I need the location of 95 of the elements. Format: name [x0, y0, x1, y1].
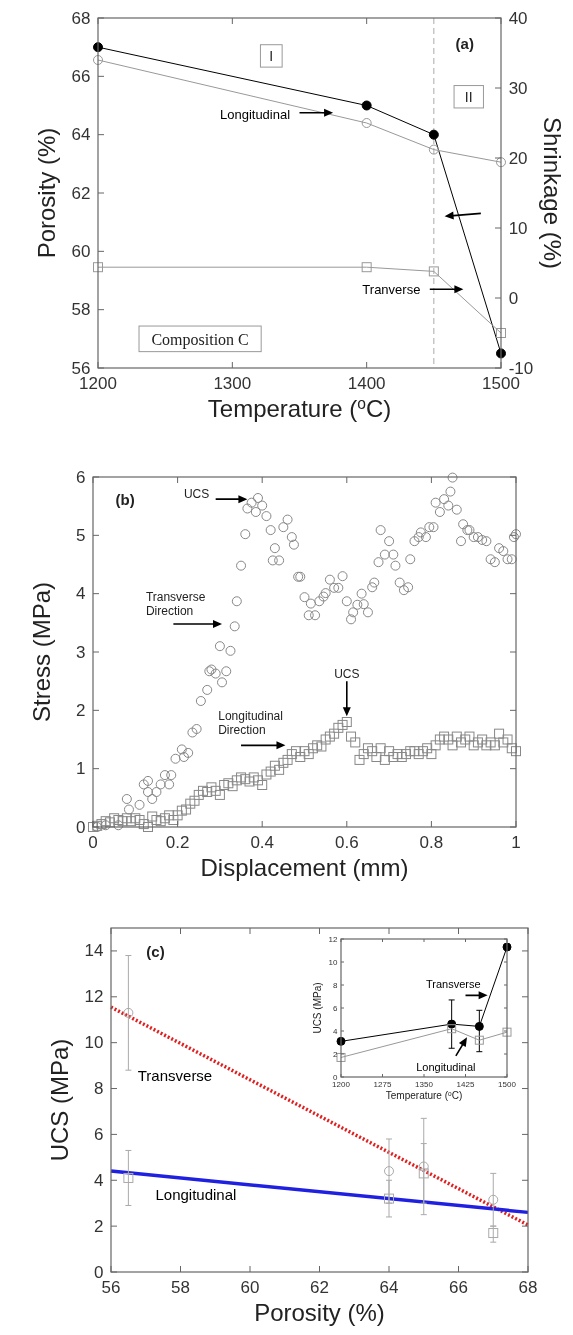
point: [123, 1007, 134, 1018]
point: [336, 1052, 346, 1062]
y-tick-label: 58: [71, 300, 91, 320]
y-tick-label: 14: [84, 941, 104, 961]
x-axis-title: Porosity (%): [254, 1298, 385, 1326]
annotation: UCS: [183, 486, 210, 501]
y-tick-label: 6: [75, 467, 86, 487]
annotation: II: [464, 88, 473, 105]
x-tick-label: 58: [171, 1278, 190, 1298]
y-tick-label: 2: [332, 1049, 338, 1059]
point: [418, 1168, 429, 1179]
y2-tick-label: 10: [508, 218, 528, 238]
y-tick-label: 66: [71, 66, 91, 86]
x-tick-label: 0.2: [165, 833, 190, 853]
point: [488, 1194, 499, 1205]
annotation: Longitudinal Direction: [218, 709, 283, 737]
y-tick-label: 8: [93, 1079, 104, 1099]
x-tick-label: 1300: [213, 374, 252, 394]
series-label: Longitudinal: [416, 1060, 476, 1073]
y-tick-label: 2: [93, 1216, 104, 1236]
series-label: Transverse: [137, 1067, 213, 1085]
point: [502, 1027, 512, 1037]
annotation: Composition C: [151, 330, 249, 349]
y-tick-label: 0: [93, 1262, 104, 1282]
x-tick-label: 1350: [415, 1080, 434, 1089]
y-tick-label: 4: [93, 1170, 104, 1190]
point: [496, 157, 506, 168]
x-tick-label: 68: [518, 1278, 538, 1298]
series-label: Longitudinal: [219, 106, 291, 122]
x-tick-label: 60: [240, 1278, 260, 1298]
x-tick-label: 1500: [498, 1080, 517, 1089]
x-tick-label: 1275: [373, 1080, 392, 1089]
point: [418, 1161, 429, 1172]
x-tick-label: 64: [379, 1278, 399, 1298]
y-axis-title: UCS (MPa): [311, 982, 323, 1034]
point: [361, 100, 372, 111]
annotation: (a): [455, 34, 474, 52]
annotation: Transverse Direction: [145, 590, 206, 618]
y-tick-label: 3: [75, 642, 86, 662]
y-axis-title: UCS (MPa): [45, 1038, 73, 1162]
point: [428, 144, 439, 155]
x-tick-label: 0.6: [334, 833, 359, 853]
y2-tick-label: 40: [508, 8, 528, 28]
annotation: UCS: [334, 667, 360, 682]
y-axis-title: Porosity (%): [32, 127, 60, 259]
point: [361, 262, 372, 273]
point: [474, 1035, 484, 1045]
y-tick-label: 64: [71, 125, 91, 145]
x-tick-label: 1425: [456, 1080, 475, 1089]
x-tick-label: 0.4: [250, 833, 275, 853]
x-axis-title: Temperature ($^{o}$C): [207, 394, 392, 422]
y-tick-label: 68: [71, 8, 91, 28]
y-tick-label: 6: [332, 1003, 338, 1013]
y-tick-label: 12: [328, 934, 338, 944]
y-tick-label: 1: [75, 759, 86, 779]
point: [93, 55, 103, 65]
y-tick-label: 10: [328, 957, 338, 967]
y2-tick-label: 30: [508, 78, 528, 98]
y-tick-label: 12: [84, 987, 104, 1007]
y-tick-label: 10: [84, 1033, 104, 1053]
y2-tick-label: 0: [508, 288, 519, 308]
point: [361, 118, 372, 128]
point: [123, 1172, 134, 1183]
series-label: Tranverse: [362, 281, 421, 297]
x-tick-label: 66: [449, 1278, 468, 1298]
y-tick-label: 0: [332, 1072, 338, 1082]
point: [474, 1021, 484, 1031]
y-tick-label: 0: [75, 817, 86, 837]
y-tick-label: 6: [93, 1124, 104, 1144]
annotation: I: [269, 47, 274, 64]
annotation: (b): [115, 490, 135, 508]
annotation: (c): [146, 942, 165, 960]
point: [447, 1024, 457, 1034]
x-axis-title: Displacement (mm): [200, 853, 409, 881]
y2-axis-title: Shrinkage (%): [539, 116, 567, 270]
y-axis-title: Stress (MPa): [27, 581, 55, 723]
y-tick-label: 8: [332, 980, 338, 990]
y-tick-label: 60: [71, 241, 91, 261]
y2-tick-label: 20: [508, 148, 528, 168]
y-tick-label: 2: [75, 700, 86, 720]
y-tick-label: 4: [332, 1026, 338, 1036]
y-tick-label: 4: [75, 584, 86, 604]
x-tick-label: 1: [511, 833, 521, 853]
series-label: Longitudinal: [155, 1186, 237, 1204]
point: [93, 262, 103, 273]
y-tick-label: 5: [75, 525, 86, 545]
x-tick-label: 0.8: [419, 833, 444, 853]
series-label: Transverse: [426, 978, 481, 991]
point: [428, 129, 439, 140]
x-tick-label: 1400: [347, 374, 386, 394]
y-tick-label: 62: [71, 183, 91, 203]
x-axis-title: Temperature ($^{o}$C): [385, 1089, 463, 1101]
point: [384, 1166, 394, 1177]
x-tick-label: 1200: [332, 1080, 351, 1089]
point: [428, 266, 439, 277]
